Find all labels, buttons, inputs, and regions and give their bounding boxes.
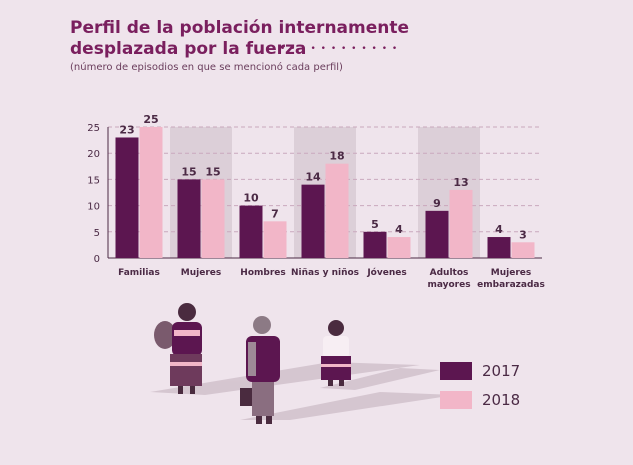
man-figure (240, 316, 280, 424)
woman-figure (154, 303, 202, 394)
x-tick-label: Hombres (240, 268, 285, 278)
x-tick-label: Mujeres (491, 268, 531, 278)
y-tick-label: 15 (87, 175, 100, 186)
bar-2017 (177, 179, 201, 258)
data-label-2018: 7 (271, 207, 279, 220)
data-label-2017: 4 (495, 223, 503, 236)
legend-item-2017: 2017 (440, 360, 520, 380)
data-label-2018: 15 (205, 165, 220, 178)
data-label-2018: 13 (453, 176, 468, 189)
chart-title-line-1: Perfil de la población internamente (70, 18, 410, 38)
chart-subtitle: (número de episodios en que se mencionó … (70, 62, 343, 73)
x-tick-label: Niñas y niños (291, 268, 359, 278)
x-tick-label: Jóvenes (366, 267, 406, 278)
x-tick-label: embarazadas (477, 280, 545, 290)
y-tick-label: 25 (87, 123, 100, 134)
bar-2017 (487, 237, 511, 258)
bar-2018 (201, 179, 225, 258)
girl-figure (321, 320, 351, 386)
bar-2017 (363, 231, 387, 258)
legend-label-2017: 2017 (482, 361, 521, 380)
bar-2017 (115, 137, 139, 258)
legend-item-2018: 2018 (440, 389, 520, 409)
bar-2018 (325, 163, 349, 258)
y-tick-label: 0 (94, 254, 100, 265)
x-tick-label: Familias (118, 268, 160, 278)
bar-2017 (239, 205, 263, 258)
decorative-dots: • • • • • • • • • • • • (280, 44, 399, 54)
shadows (150, 362, 455, 420)
bar-2018 (387, 237, 411, 258)
legend-label-2018: 2018 (482, 390, 521, 409)
x-tick-label: Adultos (430, 268, 469, 278)
bar-2018 (139, 127, 163, 258)
legend-swatch-2017 (440, 361, 472, 380)
data-label-2018: 3 (519, 228, 527, 241)
data-label-2017: 10 (243, 192, 259, 205)
data-label-2018: 4 (395, 223, 403, 236)
y-tick-label: 5 (94, 228, 100, 239)
y-tick-label: 10 (87, 202, 100, 213)
data-label-2018: 18 (329, 150, 344, 163)
bar-2018 (263, 221, 287, 258)
bar-2018 (449, 189, 473, 258)
chart-title-line-2: desplazada por la fuerza (70, 39, 307, 59)
bar-chart: 0 5 10 15 20 25 23 25 Familias 15 15 Mujeres 10 7 Homb… (87, 113, 545, 290)
data-label-2017: 9 (433, 197, 441, 210)
data-label-2017: 23 (119, 123, 134, 136)
x-tick-label: Mujeres (181, 268, 221, 278)
chart-title: Perfil de la población internamente desp… (70, 18, 409, 60)
bar-2017 (425, 210, 449, 258)
data-label-2018: 25 (143, 113, 158, 126)
data-label-2017: 5 (371, 218, 379, 231)
data-label-2017: 14 (305, 171, 321, 184)
bar-2018 (511, 242, 535, 258)
x-tick-label: mayores (427, 280, 470, 290)
legend-swatch-2018 (440, 390, 472, 409)
bar-2017 (301, 184, 325, 258)
y-tick-label: 20 (87, 149, 100, 160)
data-label-2017: 15 (181, 165, 196, 178)
